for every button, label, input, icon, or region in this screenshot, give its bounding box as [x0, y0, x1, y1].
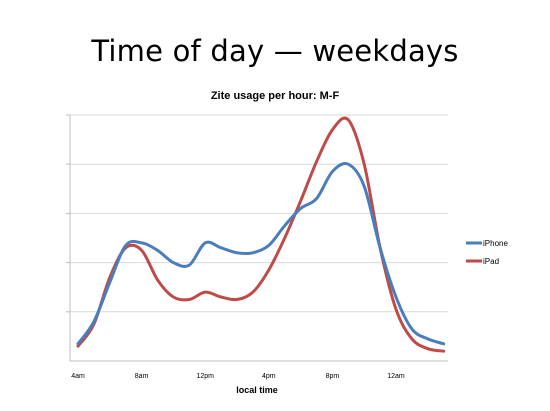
x-tick-label-4: 8pm [326, 373, 340, 380]
x-tick-label-3: 4pm [262, 373, 276, 380]
x-tick-labels: 4am 8am 12pm 4pm 8pm 12am [71, 373, 405, 380]
legend-label-ipad: iPad [483, 257, 499, 266]
x-tick-label-0: 4am [71, 373, 85, 380]
plot-axes [69, 115, 448, 362]
x-tick-label-5: 12am [387, 373, 405, 380]
legend: iPhone iPad [466, 239, 508, 266]
slide-title: Time of day — weekdays [91, 34, 459, 68]
x-tick-label-2: 12pm [196, 373, 214, 380]
x-tick-label-1: 8am [135, 373, 149, 380]
series-line-iphone [76, 161, 446, 346]
series-lines [76, 116, 446, 353]
x-axis-label: local time [236, 385, 278, 395]
series-line-ipad [76, 116, 446, 353]
legend-label-iphone: iPhone [483, 239, 508, 248]
chart-title: Zite usage per hour: M-F [211, 90, 340, 102]
gridlines [66, 114, 448, 313]
